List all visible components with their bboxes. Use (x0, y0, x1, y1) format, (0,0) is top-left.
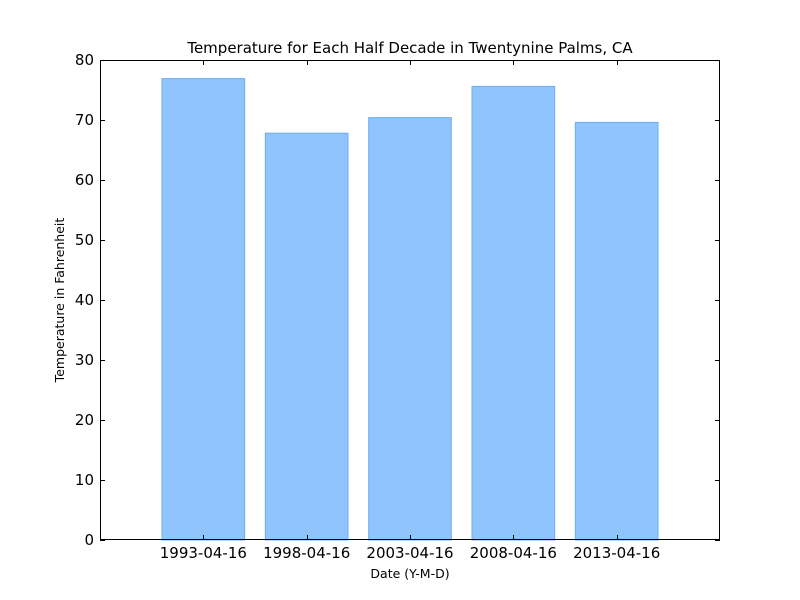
bar-2008-04-16 (471, 85, 556, 541)
y-tick-label-30: 30 (75, 351, 94, 369)
y-tick-label-70: 70 (75, 111, 94, 129)
y-tick-label-10: 10 (75, 471, 94, 489)
y-tick-label-80: 80 (75, 51, 94, 69)
x-tick-label-2013-04-16: 2013-04-16 (573, 544, 660, 562)
x-tick-label-2008-04-16: 2008-04-16 (470, 544, 557, 562)
chart-title: Temperature for Each Half Decade in Twen… (186, 39, 633, 57)
x-axis: 1993-04-16 1998-04-16 2003-04-16 2008-04-16… (160, 60, 660, 562)
y-tick-label-40: 40 (75, 291, 94, 309)
y-tick-label-0: 0 (84, 531, 94, 549)
bar-2013-04-16 (574, 121, 659, 541)
bar-1998-04-16 (264, 132, 349, 541)
plot-frame (100, 60, 720, 540)
x-tick-label-1993-04-16: 1993-04-16 (160, 544, 247, 562)
y-tick-label-20: 20 (75, 411, 94, 429)
y-tick-label-50: 50 (75, 231, 94, 249)
bar-1993-04-16 (161, 78, 246, 541)
y-axis: 0 10 20 30 40 50 60 70 80 (75, 51, 720, 549)
x-tick-label-1998-04-16: 1998-04-16 (263, 544, 350, 562)
y-tick-label-60: 60 (75, 171, 94, 189)
bar-2003-04-16 (368, 117, 452, 541)
x-axis-label: Date (Y-M-D) (370, 566, 449, 581)
y-axis-label: Temperature in Fahrenheit (52, 218, 67, 384)
x-tick-label-2003-04-16: 2003-04-16 (366, 544, 453, 562)
bars-group (161, 78, 659, 541)
